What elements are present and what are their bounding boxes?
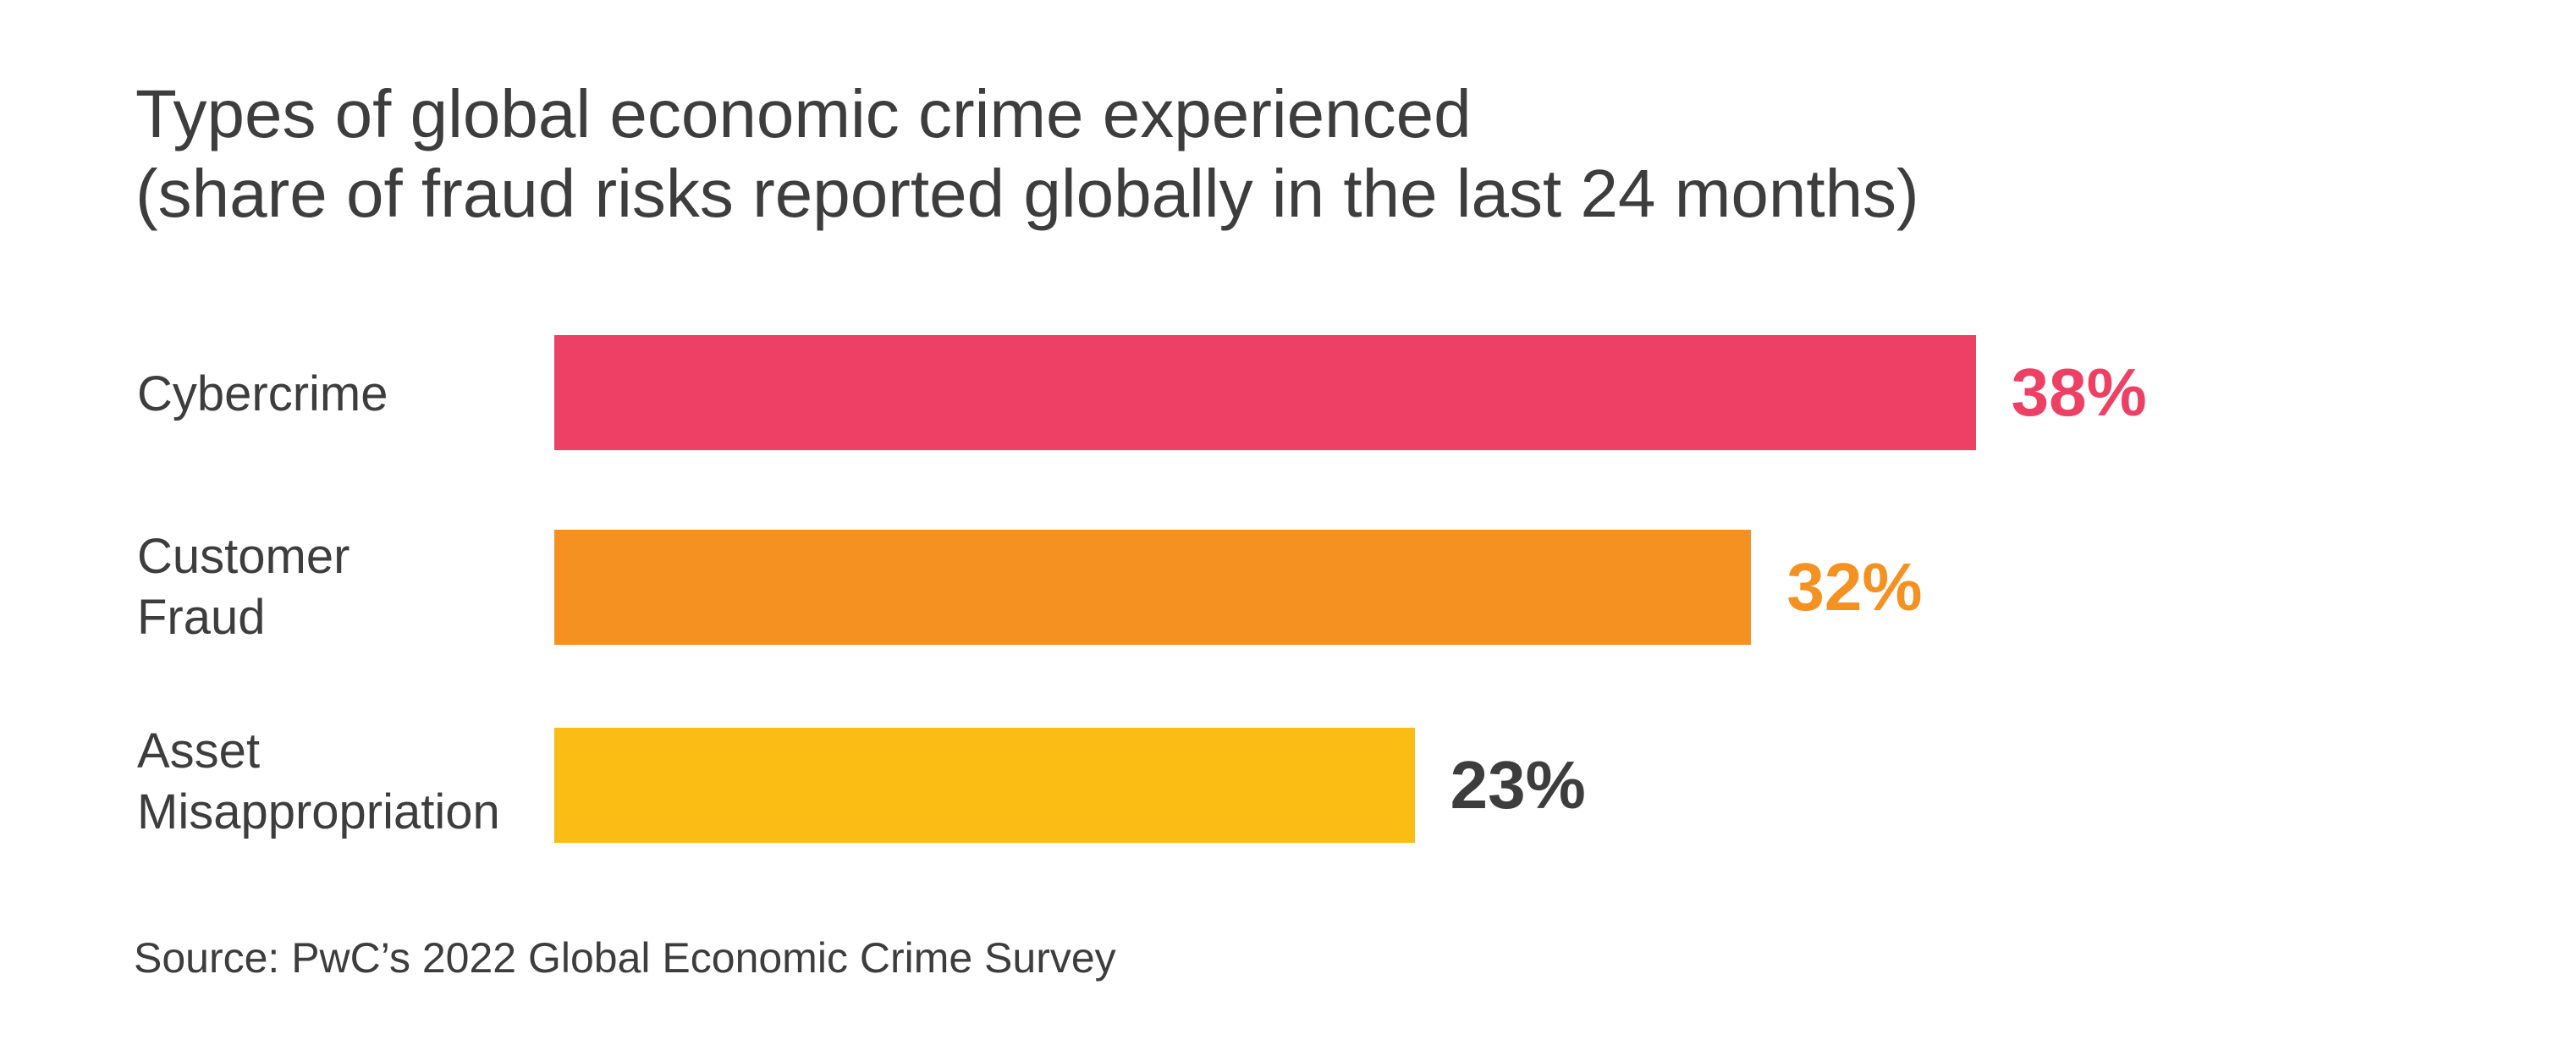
category-label-customer-fraud: Customer Fraud	[137, 526, 543, 648]
chart-title: Types of global economic crime experienc…	[135, 74, 1919, 234]
value-label-asset-misappropriation: 23%	[1450, 747, 1586, 823]
category-label-line: Fraud	[137, 590, 266, 645]
category-label-line: Misappropriation	[137, 784, 500, 839]
category-label-asset-misappropriation: Asset Misappropriation	[137, 721, 543, 843]
category-label-line: Cybercrime	[137, 366, 388, 421]
chart-title-line-1: Types of global economic crime experienc…	[135, 76, 1472, 151]
category-label-line: Asset	[137, 724, 261, 779]
bar-customer-fraud	[554, 530, 1752, 645]
value-label-cybercrime: 38%	[2011, 355, 2147, 430]
value-label-customer-fraud: 32%	[1786, 549, 1923, 625]
source-note: Source: PwC’s 2022 Global Economic Crime…	[134, 934, 1116, 982]
bar-asset-misappropriation	[554, 728, 1415, 843]
chart-title-line-2: (share of fraud risks reported globally …	[135, 156, 1919, 231]
category-label-cybercrime: Cybercrime	[137, 364, 543, 425]
bar-cybercrime	[554, 335, 1976, 450]
category-label-line: Customer	[137, 529, 350, 584]
